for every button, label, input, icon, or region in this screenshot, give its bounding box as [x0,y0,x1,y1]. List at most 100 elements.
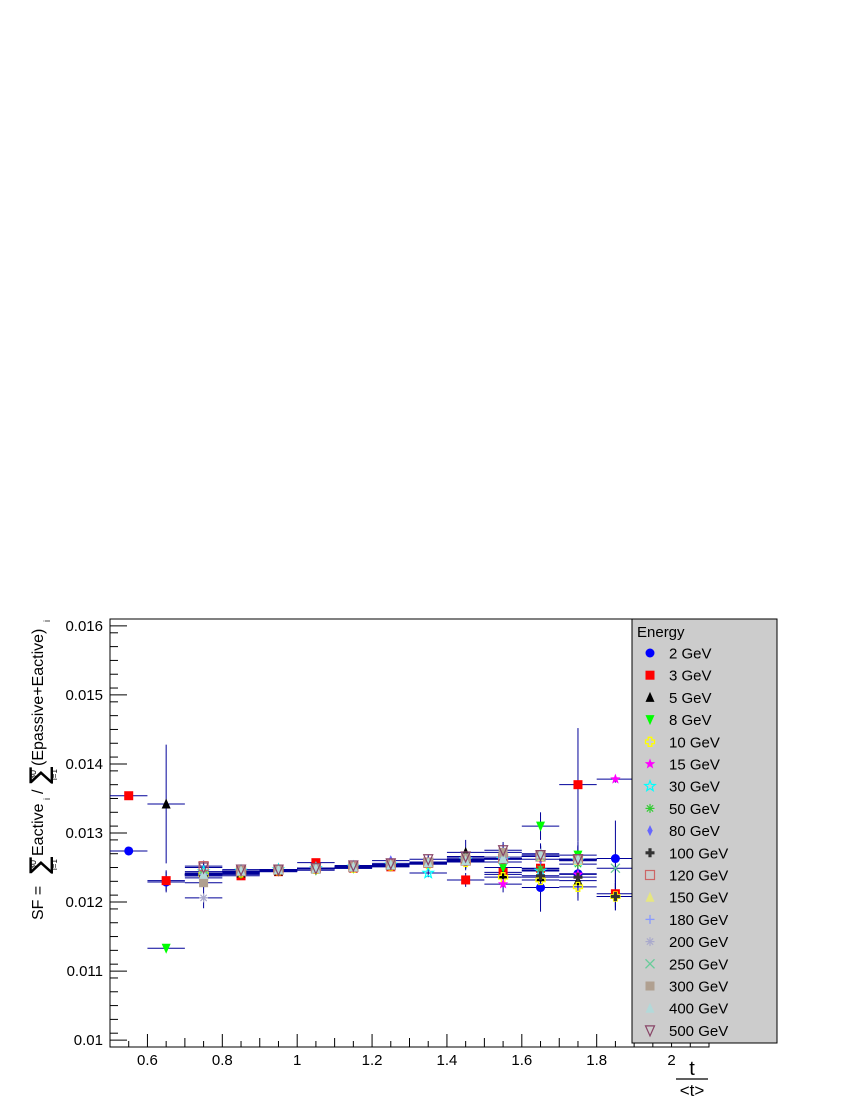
y-label-sum-lower-1: i=1 [50,859,59,870]
data-point [536,864,546,874]
legend-entry: 80 GeV [647,823,720,840]
legend-label: 150 GeV [669,890,728,907]
legend-label: 250 GeV [669,956,728,973]
legend-label: 50 GeV [669,801,720,818]
x-tick-label: 1 [293,1052,301,1069]
data-point [236,865,246,876]
legend-marker-d2 [646,938,654,946]
data-point [573,853,583,864]
data-point [273,864,284,877]
data-point [198,862,210,875]
legend-marker [645,670,655,680]
y-label-index-2: i [42,620,52,622]
legend-marker [645,958,655,969]
data-point-d2 [536,865,545,873]
legend-marker [645,648,655,658]
data-point [610,892,620,902]
y-label-slash: / [30,789,47,794]
data-point [310,863,322,876]
data-point [536,821,546,832]
sum-symbol-1: ∑ [25,856,55,874]
legend-label: 120 GeV [669,868,728,885]
data-point [161,798,171,809]
x-tick-label: 1.6 [511,1052,532,1069]
legend-entry: 50 GeV [645,801,720,818]
data-point [161,943,171,954]
x-label-denominator: <t> [680,1081,705,1100]
legend-entry: 180 GeV [645,912,728,929]
legend-label: 400 GeV [669,1001,728,1018]
data-point [348,861,358,872]
legend-label: 8 GeV [669,712,712,729]
markers-500-gev [198,845,584,877]
legend-entry: 3 GeV [645,668,712,685]
legend-entry: 2 GeV [645,646,712,663]
data-point [498,868,508,879]
legend-entry: 200 GeV [645,934,728,951]
sum-symbol-2: ∑ [25,766,55,784]
legend: Energy 2 GeV 3 GeV 5 GeV 8 GeV 10 GeV 15 GeV 3… [631,618,778,1044]
data-point [610,891,621,902]
data-point [460,851,472,864]
x-tick-label: 0.8 [212,1052,233,1069]
legend-marker [644,869,656,881]
legend-label: 300 GeV [669,979,728,996]
legend-marker [645,803,655,813]
data-point [610,854,620,864]
y-tick-label: 0.014 [65,756,103,773]
x-axis-label: t <t> [676,1058,708,1100]
legend-label: 100 GeV [669,845,728,862]
data-point [124,791,134,801]
data-point [535,874,546,886]
legend-label: 80 GeV [669,823,720,840]
data-point [199,893,209,903]
legend-label: 2 GeV [669,646,712,663]
y-label-index-1: i [42,798,52,800]
legend-entry: 120 GeV [644,868,728,885]
data-point [385,858,397,871]
legend-marker [645,1002,655,1013]
data-point [311,862,321,873]
data-point-d2 [200,894,208,902]
y-label-sum-upper-1: 30 [28,860,38,870]
data-point [497,872,509,883]
data-point [199,878,209,888]
legend-entry: 5 GeV [645,690,712,707]
y-label-sum-upper-2: 30 [28,770,38,780]
legend-entry: 500 GeV [644,1023,728,1040]
data-point [124,846,134,856]
legend-marker [645,691,655,702]
legend-marker [644,758,656,769]
legend-label: 200 GeV [669,934,728,951]
data-point [536,883,546,893]
data-point [161,876,171,886]
data-point [610,863,621,874]
data-point [572,881,584,892]
legend-marker [647,825,653,837]
y-tick-label: 0.012 [65,894,103,911]
legend-marker [645,914,655,924]
data-point [421,865,436,879]
data-point [461,855,471,866]
legend-marker [644,736,656,747]
data-point [573,780,583,790]
y-tick-label: 0.011 [67,963,103,980]
y-tick-label: 0.016 [65,618,103,635]
data-point [386,859,396,870]
data-point [573,872,583,882]
legend-marker [643,778,657,793]
x-tick-label: 1.8 [586,1052,607,1069]
data-point [497,878,509,889]
legend-title: Energy [637,624,685,641]
legend-entry: 15 GeV [644,757,720,774]
legend-entry: 250 GeV [645,956,728,973]
data-point [572,854,584,867]
data-point [610,773,621,784]
data-point-d2 [610,863,621,874]
legend-entry: 10 GeV [644,734,720,751]
legend-marker [645,848,655,858]
legend-entry: 30 GeV [643,778,720,796]
x-tick-label: 2 [667,1052,675,1069]
x-tick-label: 1.4 [437,1052,458,1069]
